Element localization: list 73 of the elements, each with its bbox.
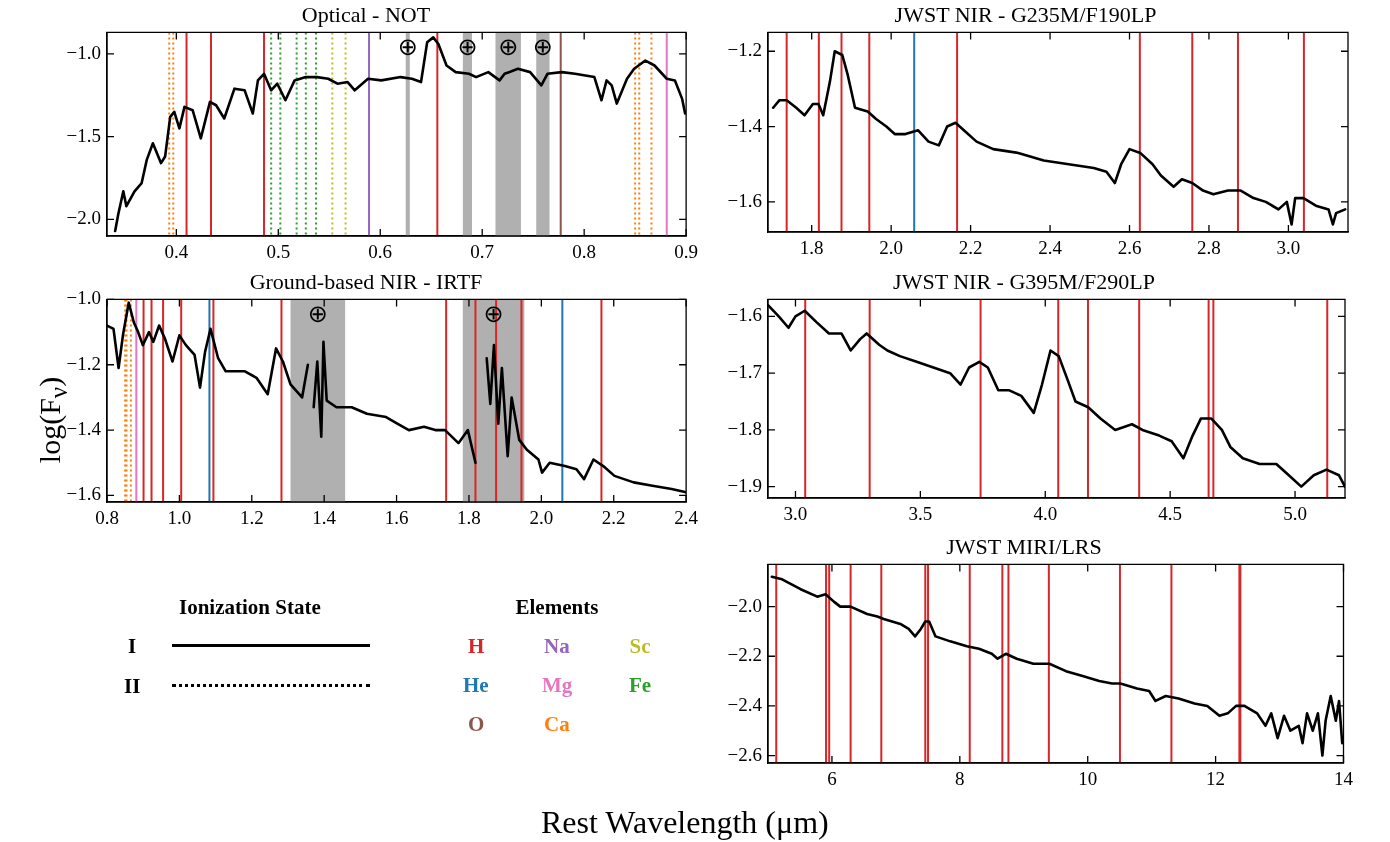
x-tick-label: 2.8	[1197, 237, 1221, 259]
y-tick-label: −1.4	[66, 418, 102, 440]
y-tick-label: −1.0	[66, 287, 101, 309]
chart-title: JWST NIR - G395M/F290LP	[893, 268, 1155, 294]
x-tick-label: 0.4	[164, 241, 189, 263]
category-label: Mg	[542, 672, 573, 698]
x-tick-label: 1.2	[239, 507, 264, 529]
x-tick-label: 2.0	[879, 237, 904, 259]
band-label: ⊕	[532, 32, 553, 61]
x-tick-label: 2.6	[1117, 237, 1142, 259]
chart-title: JWST MIRI/LRS	[946, 533, 1102, 559]
x-tick-label: 6	[827, 768, 837, 790]
x-tick-label: 0.8	[572, 241, 597, 263]
band-label: ⊕	[457, 32, 478, 61]
chart-title: JWST NIR - G235M/F190LP	[894, 1, 1157, 27]
x-tick-label: 1.6	[384, 507, 409, 529]
category-label: Ca	[544, 711, 570, 737]
category-label: O	[468, 711, 485, 737]
x-tick-label: 0.7	[470, 241, 495, 263]
text: II	[124, 673, 141, 699]
x-tick-label: 2.4	[1038, 237, 1063, 259]
x-tick-label: 0.5	[266, 241, 291, 263]
category-label: He	[463, 672, 489, 698]
x-tick-label: 0.9	[674, 241, 698, 263]
x-tick-label: 0.6	[368, 241, 393, 263]
x-tick-label: 3.5	[908, 503, 933, 525]
x-tick-label: 1.8	[799, 237, 824, 259]
x-tick-label: 1.8	[457, 507, 481, 529]
x-tick-label: 2.4	[674, 507, 699, 529]
y-tick-label: −1.7	[727, 361, 762, 383]
band-label: ⊕	[397, 32, 418, 61]
y-tick-label: −1.6	[66, 483, 101, 505]
x-tick-label: 3.0	[1276, 237, 1301, 259]
y-tick-label: −2.6	[727, 743, 762, 765]
y-tick-label: −2.2	[727, 644, 762, 666]
category-label: Fe	[629, 672, 652, 698]
text: I	[128, 633, 137, 659]
category-label: Sc	[629, 633, 651, 659]
y-tick-label: −1.6	[727, 304, 762, 326]
y-tick-label: −1.2	[66, 352, 101, 374]
x-tick-label: 14	[1334, 768, 1354, 790]
x-tick-label: 5.0	[1283, 503, 1307, 525]
x-tick-label: 2.0	[529, 507, 554, 529]
y-tick-label: −1.2	[727, 39, 762, 61]
x-tick-label: 1.4	[312, 507, 337, 529]
y-tick-label: −1.6	[727, 189, 762, 211]
y-tick-label: −2.0	[727, 594, 762, 616]
band-label: ⊕	[498, 32, 519, 61]
text: Elements	[515, 594, 599, 620]
x-tick-label: 4.5	[1158, 503, 1183, 525]
category-label: H	[468, 633, 485, 659]
x-tick-label: 8	[955, 768, 965, 790]
x-tick-label: 3.0	[783, 503, 808, 525]
y-tick-label: −1.9	[727, 474, 762, 496]
y-tick-label: −1.4	[727, 114, 763, 136]
x-tick-label: 12	[1206, 768, 1226, 790]
category-label: Na	[544, 633, 570, 659]
chart-title: Optical - NOT	[301, 1, 431, 27]
x-tick-label: 0.8	[95, 507, 119, 529]
y-tick-label: −1.5	[66, 124, 101, 146]
y-tick-label: −2.0	[66, 207, 101, 229]
x-tick-label: 2.2	[958, 237, 983, 259]
x-axis-title: Rest Wavelength (μm)	[541, 803, 829, 841]
x-tick-label: 1.0	[167, 507, 192, 529]
y-tick-label: −2.4	[727, 693, 763, 715]
y-tick-label: −1.8	[727, 417, 762, 439]
x-tick-label: 10	[1078, 768, 1098, 790]
x-tick-label: 4.0	[1033, 503, 1058, 525]
y-tick-label: −1.0	[66, 41, 101, 63]
band-label: ⊕	[307, 299, 328, 328]
x-tick-label: 2.2	[601, 507, 626, 529]
legend-title: Ionization State	[179, 594, 321, 620]
chart-title: Ground-based NIR - IRTF	[249, 268, 483, 294]
